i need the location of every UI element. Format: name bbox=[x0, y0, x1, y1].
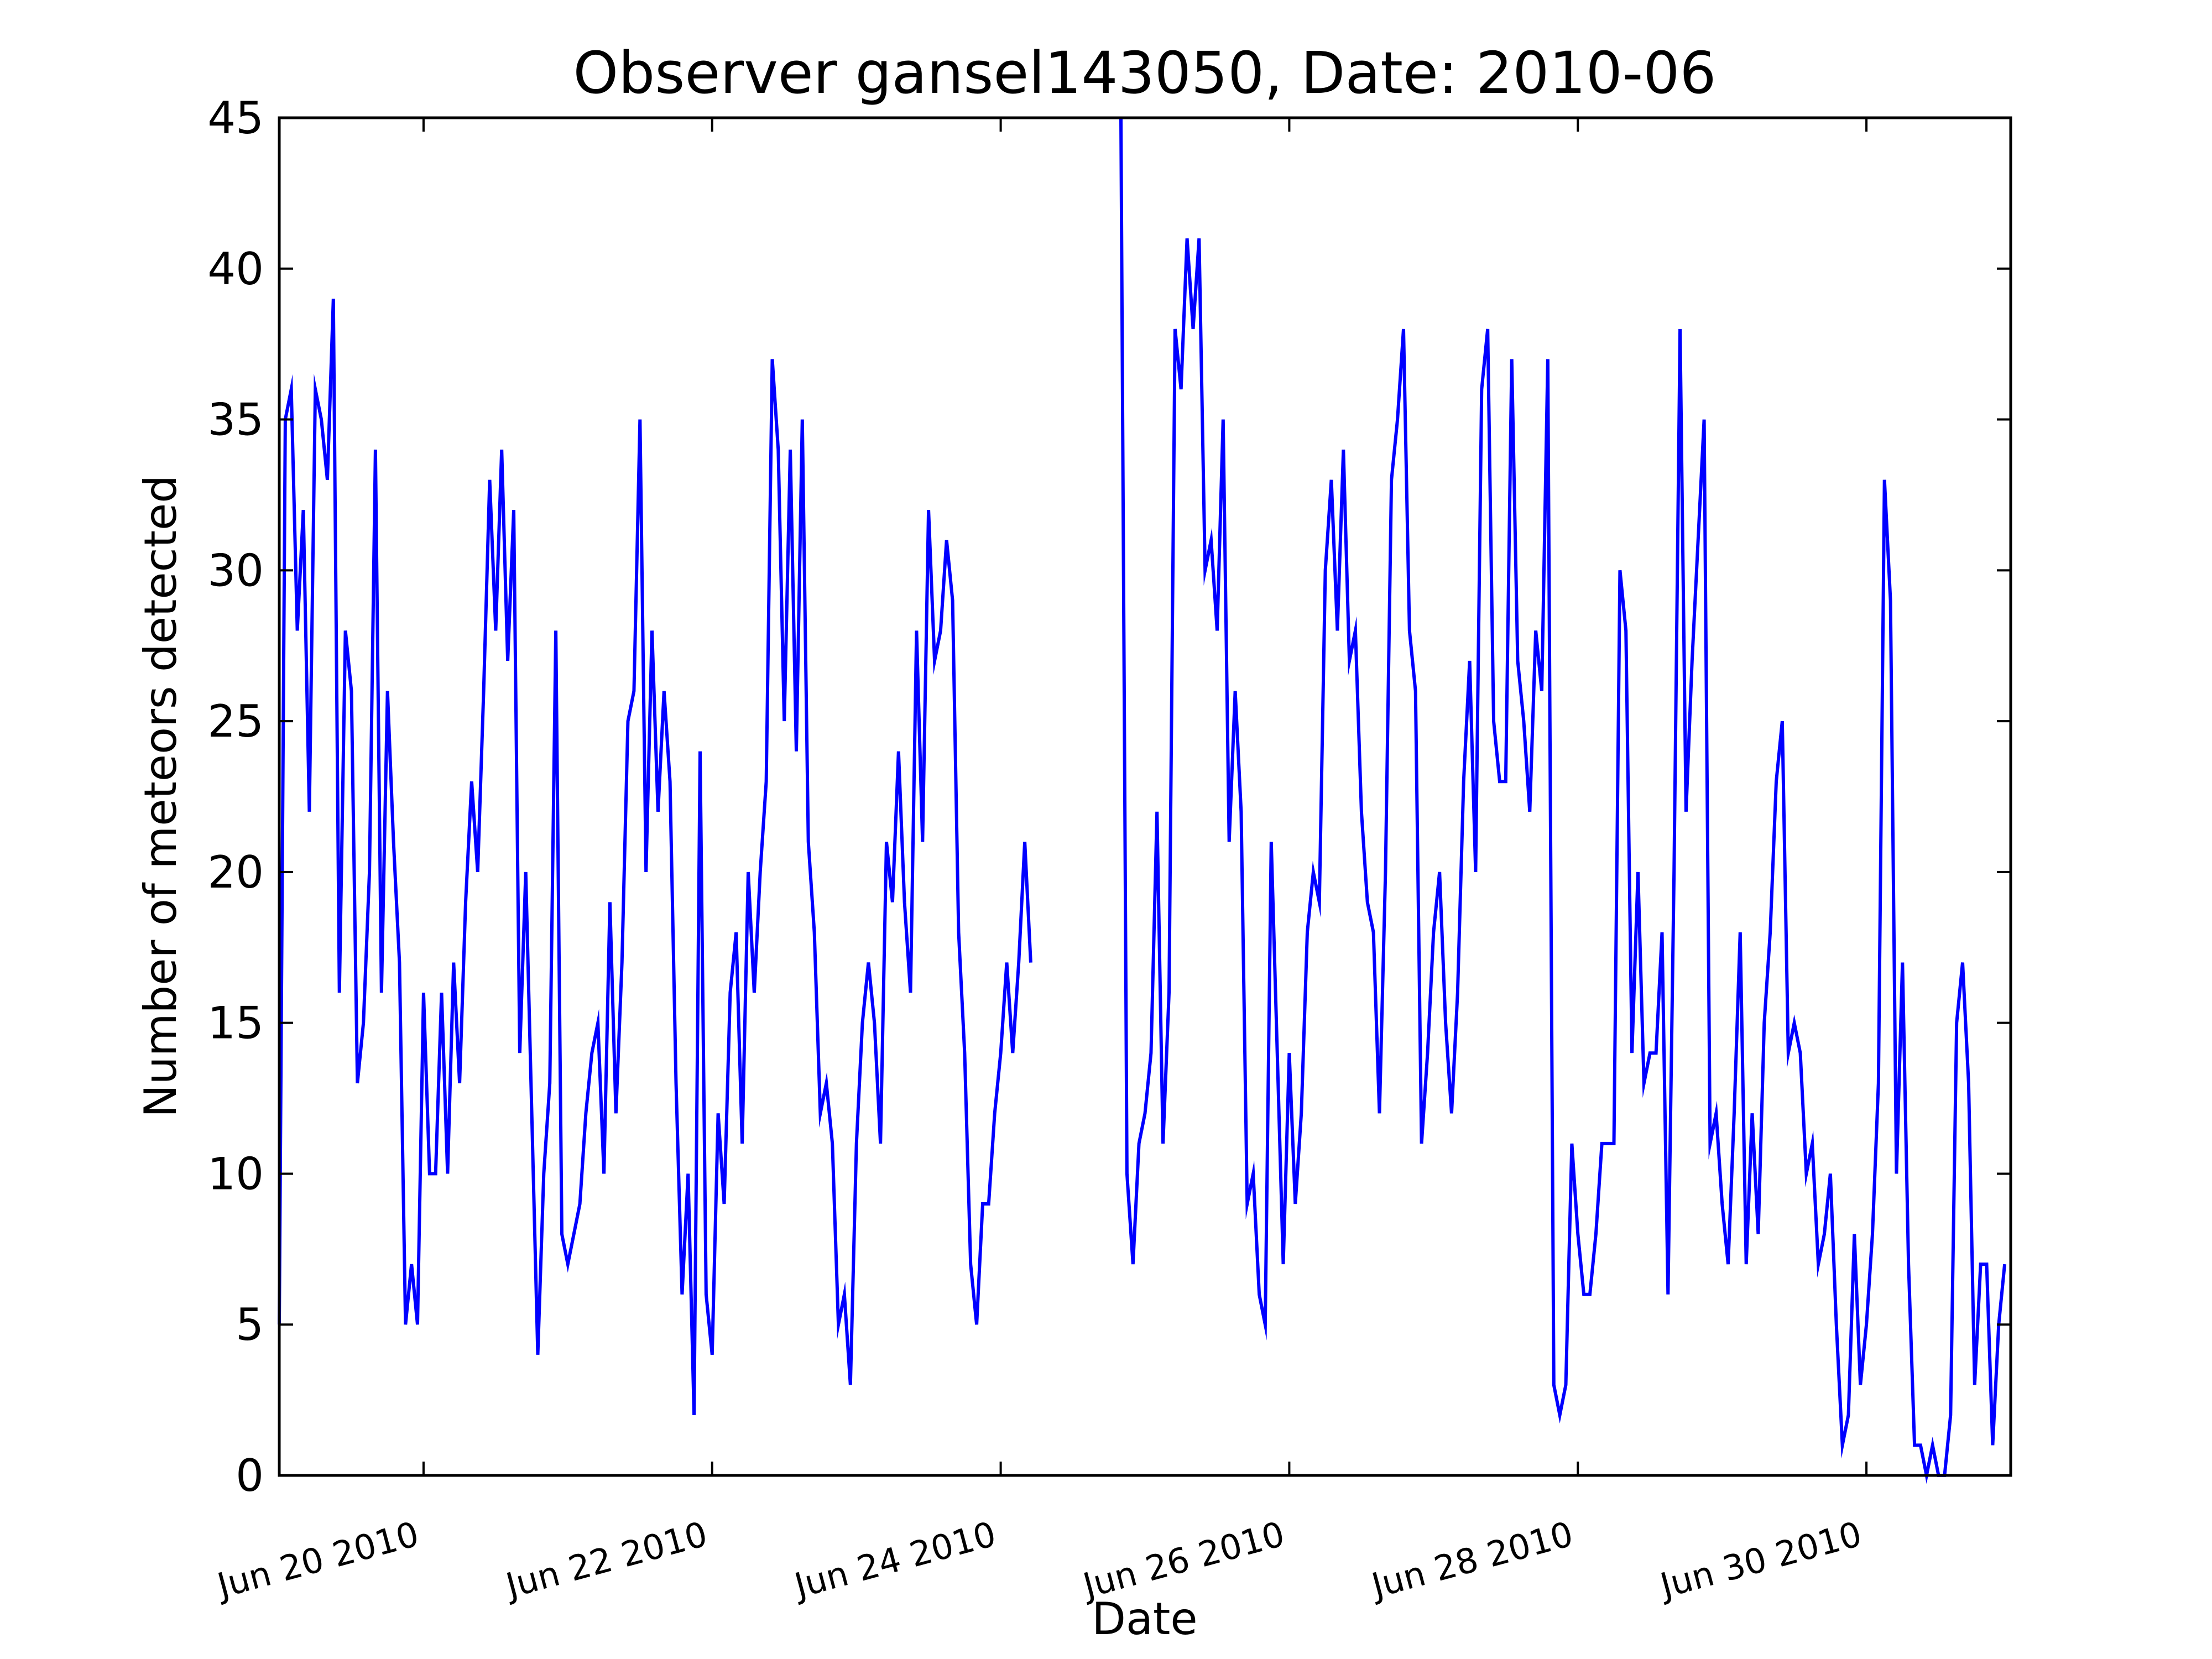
y-tick-label: 15 bbox=[207, 998, 264, 1049]
y-tick-label: 0 bbox=[236, 1450, 264, 1501]
series-line-segment-2 bbox=[1119, 117, 2007, 1484]
y-tick-label: 10 bbox=[207, 1148, 264, 1199]
plot-area bbox=[278, 117, 2007, 1484]
y-axis-label: Number of meteors detected bbox=[135, 475, 186, 1118]
y-tick-label: 20 bbox=[207, 847, 264, 898]
series-line-segment-1 bbox=[278, 299, 1032, 1415]
x-axis-label: Date bbox=[1092, 1593, 1197, 1645]
y-tick-label: 5 bbox=[236, 1299, 264, 1350]
y-axis: 0 5 10 15 20 25 30 35 40 45 bbox=[207, 92, 2011, 1501]
y-tick-label: 35 bbox=[207, 394, 264, 446]
y-tick-label: 30 bbox=[207, 545, 264, 596]
y-tick-label: 40 bbox=[207, 243, 264, 295]
plot-frame bbox=[278, 116, 2012, 1477]
y-tick-label: 25 bbox=[207, 696, 264, 747]
y-tick-label: 45 bbox=[207, 92, 264, 144]
chart-title: Observer gansel143050, Date: 2010-06 bbox=[573, 39, 1716, 107]
